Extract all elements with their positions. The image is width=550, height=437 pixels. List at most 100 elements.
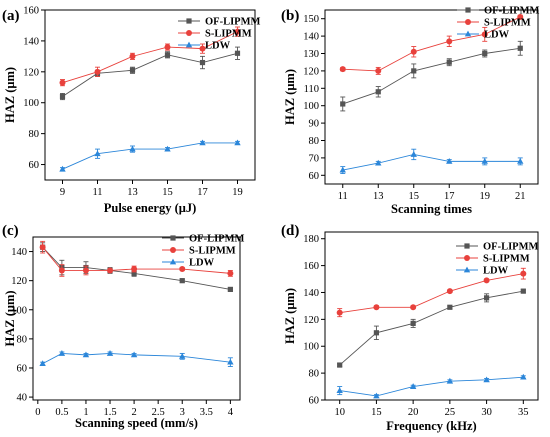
y-tick-label: 160 <box>303 261 319 272</box>
data-point <box>234 50 241 56</box>
y-tick-label: 60 <box>309 396 320 407</box>
y-tick-label: 140 <box>23 36 39 47</box>
data-point <box>164 145 171 152</box>
data-point <box>227 358 234 365</box>
data-point <box>58 350 66 356</box>
data-point <box>227 270 234 277</box>
data-point <box>481 157 488 164</box>
data-point <box>410 320 416 326</box>
y-tick-label: 60 <box>309 171 320 182</box>
y-axis-title: HAZ (μm) <box>3 67 17 123</box>
data-point <box>179 352 186 359</box>
chart-panel-4: 10 15 20 25 30 35 60 80 100 120 140 160 180 Frequency… <box>281 223 539 433</box>
y-tick-label: 100 <box>303 101 319 112</box>
legend-item: LDW <box>178 41 231 52</box>
chart-panel-3: 0 0.5 1 1.5 2 2.5 3 3.5 4 40 60 80 100 120 140 Scanning… <box>2 223 244 430</box>
legend-marker <box>465 7 471 13</box>
data-point <box>129 67 136 73</box>
series-line <box>62 142 238 170</box>
x-tick-label: 2 <box>131 407 136 418</box>
y-axis-title: HAZ (μm) <box>283 69 297 125</box>
series-s-lipmm <box>339 13 524 75</box>
data-point <box>94 150 101 157</box>
data-point <box>410 304 417 311</box>
panel-label: (d) <box>281 223 299 239</box>
data-point <box>59 165 66 172</box>
data-point <box>375 89 381 95</box>
series-s-lipmm <box>59 26 241 87</box>
legend-marker <box>185 41 193 48</box>
x-tick-label: 19 <box>232 187 243 198</box>
series-line <box>42 352 231 365</box>
x-axis-title: Scanning speed (mm/s) <box>75 416 198 430</box>
data-point <box>234 139 241 146</box>
legend-marker <box>170 247 176 253</box>
y-tick-label: 180 <box>303 234 319 245</box>
panel-label: (b) <box>281 8 299 24</box>
data-point <box>339 66 346 73</box>
legend-label: S-LIPMM <box>484 18 531 29</box>
data-point <box>483 376 490 383</box>
data-point <box>234 28 241 35</box>
data-point <box>340 101 346 107</box>
series-line <box>62 31 238 84</box>
data-point <box>199 59 206 66</box>
y-tick-label: 80 <box>309 136 320 147</box>
legend-marker <box>465 19 471 25</box>
data-point <box>410 151 417 157</box>
data-point <box>106 350 114 356</box>
y-tick-label: 80 <box>309 369 320 380</box>
legend-label: LDW <box>189 258 215 269</box>
x-tick-label: 1.5 <box>103 407 116 418</box>
data-point <box>339 166 346 173</box>
data-point <box>131 266 138 273</box>
legend-marker <box>169 258 177 265</box>
data-point <box>130 351 138 358</box>
legend-label: OF-LIPMM <box>189 234 244 245</box>
plot-frame <box>324 9 539 185</box>
plot-frame <box>32 236 241 401</box>
data-point <box>336 387 343 393</box>
legend-label: LDW <box>483 266 509 277</box>
x-tick-label: 0.5 <box>55 407 68 418</box>
x-tick-label: 0 <box>35 407 40 418</box>
panel-label: (c) <box>2 223 19 239</box>
data-point <box>82 351 90 358</box>
data-point <box>520 288 526 294</box>
data-point <box>59 79 66 86</box>
y-tick-label: 90 <box>309 119 320 130</box>
legend-item: S-LIPMM <box>456 254 530 265</box>
y-tick-label: 120 <box>11 276 27 287</box>
data-point <box>199 45 206 52</box>
data-point <box>446 157 453 164</box>
x-tick-label: 15 <box>409 191 420 202</box>
data-point <box>483 277 490 284</box>
y-tick-label: 140 <box>11 247 27 258</box>
series-s-lipmm <box>336 267 527 318</box>
y-tick-label: 140 <box>303 288 319 299</box>
legend-marker <box>464 243 470 249</box>
y-tick-label: 100 <box>303 342 319 353</box>
series-ldw <box>339 148 524 175</box>
x-tick-label: 15 <box>162 187 173 198</box>
legend-item: S-LIPMM <box>178 29 252 40</box>
x-tick-label: 21 <box>515 191 526 202</box>
series-of-lipmm <box>337 288 526 368</box>
data-point <box>446 377 454 384</box>
y-tick-label: 130 <box>303 49 319 60</box>
data-point <box>517 45 523 51</box>
legend-item: OF-LIPMM <box>457 6 539 17</box>
data-point <box>482 50 488 57</box>
legend-item: OF-LIPMM <box>178 17 260 28</box>
plot-frame <box>324 231 539 401</box>
y-tick-label: 40 <box>17 393 28 404</box>
data-point <box>517 157 524 164</box>
data-point <box>446 38 453 45</box>
y-tick-label: 70 <box>309 153 320 164</box>
legend-marker <box>186 18 192 24</box>
x-axis-title: Frequency (kHz) <box>386 419 476 433</box>
data-point <box>336 309 343 316</box>
